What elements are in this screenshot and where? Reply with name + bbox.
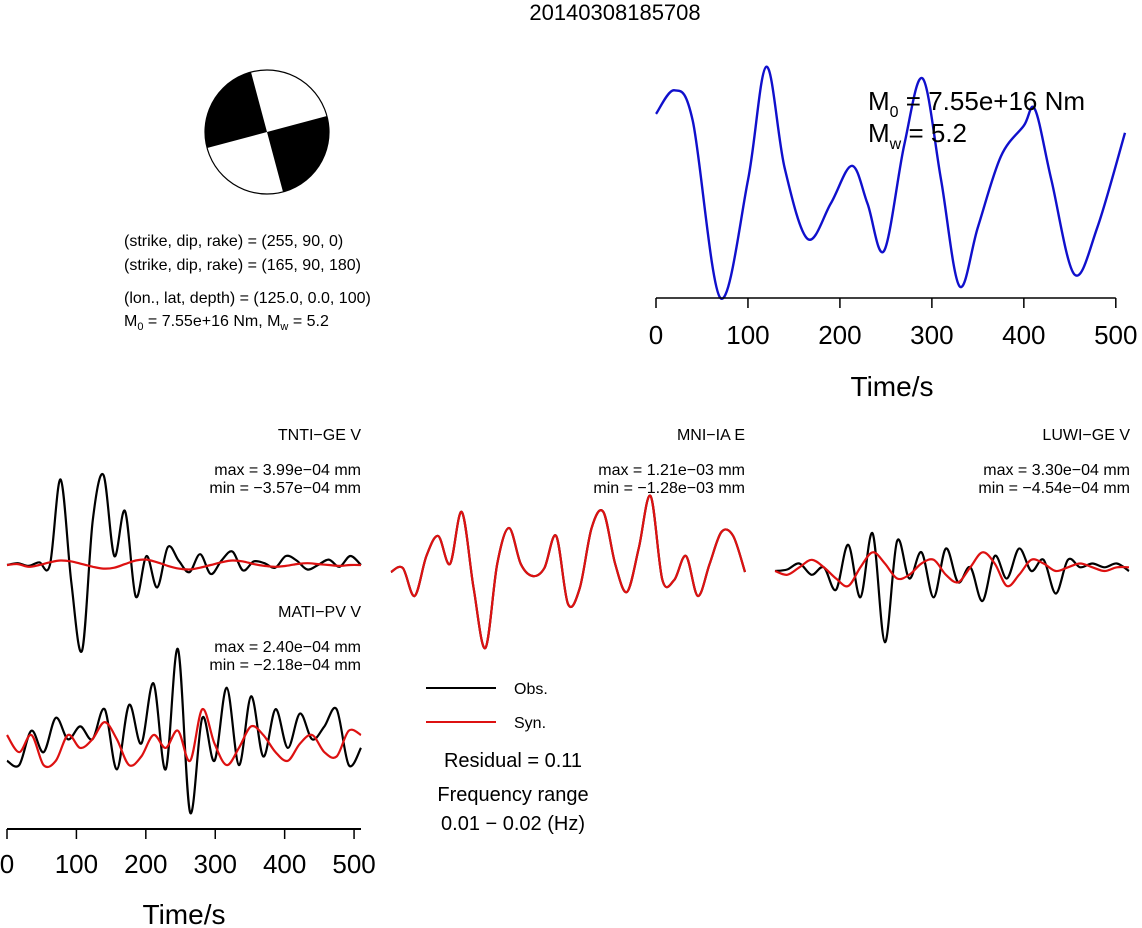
trace-synthetic-mni <box>390 494 747 650</box>
stf-x-tick-label: 300 <box>910 320 953 350</box>
source-time-function-panel: 0 100 200 300 400 500 <box>649 65 1137 350</box>
trace-observed-mati <box>6 647 362 815</box>
beachball-compressional-quadrant-2 <box>267 116 330 192</box>
waveform-x-axis-label: Time/s <box>143 899 226 928</box>
frequency-range-title: Frequency range <box>437 784 588 806</box>
figure-title: 20140308185708 <box>529 0 700 25</box>
waveform-x-tick-label: 300 <box>194 849 237 879</box>
trace-observed-tnti <box>6 472 362 654</box>
stf-mw-label: Mw = 5.2 <box>868 118 967 153</box>
waveform-x-tick-label: 500 <box>332 849 375 879</box>
trace-synthetic-luwi <box>774 551 1130 588</box>
station-title-tnti: TNTI−GE V <box>278 427 361 444</box>
station-max-mati: max = 2.40e−04 mm <box>214 639 361 656</box>
waveform-x-tick-label: 0 <box>0 849 14 879</box>
moment-text: M0 = 7.55e+16 Nm, Mw = 5.2 <box>124 313 329 333</box>
location-text: (lon., lat, depth) = (125.0, 0.0, 100) <box>124 290 371 307</box>
stf-x-tick-label: 100 <box>726 320 769 350</box>
station-min-luwi: min = −4.54e−04 mm <box>978 480 1130 497</box>
waveform-x-tick-label: 200 <box>124 849 167 879</box>
station-min-tnti: min = −3.57e−04 mm <box>209 480 361 497</box>
trace-observed-luwi <box>774 532 1130 644</box>
stf-x-tick-label: 0 <box>649 320 663 350</box>
waveform-time-axis: 0 100 200 300 400 500 <box>0 828 376 879</box>
nodal-plane-2: (strike, dip, rake) = (165, 90, 180) <box>124 257 361 274</box>
nodal-plane-1: (strike, dip, rake) = (255, 90, 0) <box>124 233 343 250</box>
stf-x-tick-label: 200 <box>818 320 861 350</box>
frequency-range-value: 0.01 − 0.02 (Hz) <box>441 813 585 835</box>
station-title-luwi: LUWI−GE V <box>1042 427 1130 444</box>
trace-synthetic-tnti <box>6 558 362 571</box>
legend-obs-label: Obs. <box>514 681 548 698</box>
stf-x-tick-label: 500 <box>1094 320 1137 350</box>
waveform-x-tick-label: 400 <box>263 849 306 879</box>
station-title-mni: MNI−IA E <box>677 427 745 444</box>
station-min-mati: min = −2.18e−04 mm <box>209 657 361 674</box>
station-min-mni: min = −1.28e−03 mm <box>593 480 745 497</box>
station-max-mni: max = 1.21e−03 mm <box>598 462 745 479</box>
stf-x-axis-label: Time/s <box>851 371 934 402</box>
stf-curve <box>655 65 1127 300</box>
residual-text: Residual = 0.11 <box>444 750 582 772</box>
legend: Obs. Syn. <box>426 681 548 732</box>
trace-synthetic-mati <box>6 708 362 769</box>
station-title-mati: MATI−PV V <box>278 604 361 621</box>
waveform-traces <box>6 472 1130 815</box>
beachball <box>204 69 330 195</box>
beachball-compressional-quadrant-1 <box>204 72 267 148</box>
legend-syn-label: Syn. <box>514 715 546 732</box>
waveform-x-tick-label: 100 <box>55 849 98 879</box>
station-max-tnti: max = 3.99e−04 mm <box>214 462 361 479</box>
station-max-luwi: max = 3.30e−04 mm <box>983 462 1130 479</box>
stf-m0-label: M0 = 7.55e+16 Nm <box>868 86 1085 121</box>
stf-x-tick-label: 400 <box>1002 320 1045 350</box>
